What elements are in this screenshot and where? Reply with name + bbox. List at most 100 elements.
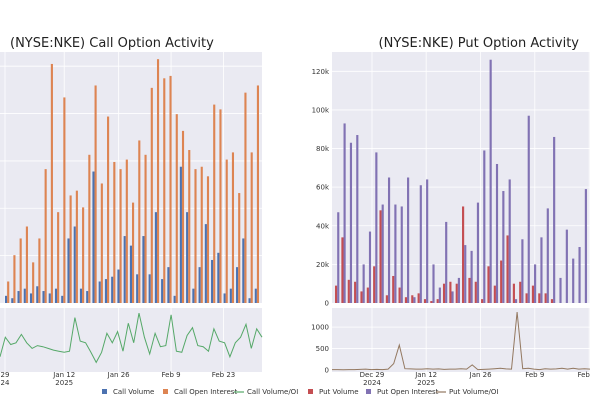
legend-square-swatch: [366, 389, 371, 394]
call-oi-bar: [13, 255, 16, 303]
call-oi-bar: [156, 59, 160, 303]
put-volume-bar: [525, 293, 528, 303]
put-y-tick-label: 120k: [312, 68, 330, 76]
call-volume-bar: [136, 274, 139, 303]
put-oi-bar: [407, 177, 410, 303]
put-x-tick-label-year: 2025: [417, 379, 435, 387]
call-oi-bar: [50, 63, 53, 304]
call-volume-bar: [67, 238, 70, 303]
call-volume-bar: [148, 274, 151, 303]
put-volume-bar: [531, 285, 535, 303]
call-oi-bar: [38, 238, 41, 303]
put-oi-bar: [508, 179, 511, 303]
put-oi-bar: [559, 277, 562, 303]
call-oi-bar: [82, 207, 85, 303]
put-volume-bar: [519, 281, 522, 303]
put-volume-bar: [430, 301, 433, 303]
put-oi-bar: [445, 221, 448, 303]
put-volume-bar: [487, 266, 490, 303]
call-oi-bar: [69, 195, 72, 303]
put-volume-bar: [544, 293, 547, 303]
put-volume-bar: [462, 206, 465, 303]
call-oi-bar: [200, 166, 203, 303]
call-oi-bar: [63, 97, 66, 304]
put-oi-bar: [534, 264, 537, 303]
put-volume-bar: [512, 283, 515, 303]
put-oi-bar: [362, 264, 365, 303]
put-oi-bar: [356, 135, 359, 303]
put-oi-bar: [337, 212, 340, 303]
put-chart-title: (NYSE:NKE) Put Option Activity: [379, 36, 580, 51]
call-oi-bar: [250, 152, 253, 303]
call-volume-bar: [229, 288, 232, 303]
put-volume-bar: [366, 287, 369, 303]
put-volume-bar: [449, 281, 452, 303]
put-volume-bar: [455, 283, 458, 303]
put-oi-bar: [419, 185, 422, 303]
call-volume-bar: [204, 224, 207, 303]
put-oi-bar: [584, 189, 587, 303]
call-oi-bar: [238, 193, 241, 303]
put-x-tick-label: Jan 12: [414, 371, 437, 379]
call-oi-bar: [57, 212, 60, 303]
put-volume-bar: [398, 287, 401, 303]
put-y-tick-label: 80k: [316, 145, 330, 153]
put-oi-bar: [343, 123, 346, 303]
put-volume-bar: [411, 295, 414, 303]
call-x-tick-label: Feb 9: [162, 371, 181, 379]
call-volume-bar: [123, 236, 126, 303]
call-volume-bar: [54, 288, 58, 303]
put-ratio-y-tick-label: 1000: [311, 324, 329, 332]
put-y-tick-label: 20k: [316, 261, 330, 269]
call-volume-bar: [167, 267, 170, 303]
put-oi-bar: [502, 191, 505, 303]
call-volume-bar: [173, 295, 176, 303]
put-x-tick-label: Feb 23: [577, 371, 590, 379]
call-volume-bar: [198, 267, 201, 303]
call-oi-bar: [175, 114, 178, 304]
put-oi-bar: [451, 291, 454, 303]
put-volume-bar: [506, 235, 509, 303]
call-x-tick-label-year: 24: [1, 379, 10, 387]
put-volume-bar: [347, 279, 350, 303]
put-oi-bar: [578, 247, 581, 303]
call-volume-bar: [4, 295, 8, 303]
call-oi-bar: [100, 183, 103, 303]
call-volume-bar: [73, 226, 76, 303]
call-oi-bar: [144, 154, 147, 303]
put-oi-bar: [400, 206, 403, 303]
put-volume-bar: [417, 293, 420, 303]
call-ratio-line: [0, 312, 263, 364]
call-volume-bar: [242, 238, 245, 303]
call-oi-bar: [256, 85, 260, 303]
call-x-tick-label: 29: [1, 371, 10, 379]
put-oi-bar: [438, 287, 441, 303]
call-volume-bar: [29, 293, 33, 303]
call-oi-bar: [188, 150, 191, 303]
call-volume-bar: [254, 288, 257, 303]
call-oi-bar: [231, 152, 235, 303]
call-volume-bar: [179, 166, 182, 303]
call-oi-bar: [244, 92, 247, 303]
call-oi-bar: [107, 116, 110, 304]
put-volume-bar: [481, 299, 484, 303]
call-chart-title: (NYSE:NKE) Call Option Activity: [10, 36, 214, 51]
call-oi-bar: [213, 104, 216, 303]
call-volume-bar: [192, 288, 195, 303]
call-volume-bar: [61, 295, 64, 303]
put-volume-bar: [468, 277, 471, 303]
call-oi-bar: [19, 238, 22, 303]
put-oi-bar: [464, 245, 467, 303]
call-x-tick-label-year: 2025: [55, 379, 73, 387]
call-oi-bar: [225, 159, 228, 303]
legend-label: Put Volume: [319, 388, 359, 396]
legend-label: Call Volume/OI: [247, 388, 298, 396]
put-oi-bar: [470, 250, 473, 303]
put-oi-bar: [489, 59, 492, 303]
put-oi-bar: [565, 229, 568, 303]
call-x-tick-label: Feb 23: [212, 371, 236, 379]
call-x-tick-label: Jan 12: [52, 371, 75, 379]
call-volume-bar: [48, 293, 51, 303]
call-oi-bar: [206, 176, 210, 303]
